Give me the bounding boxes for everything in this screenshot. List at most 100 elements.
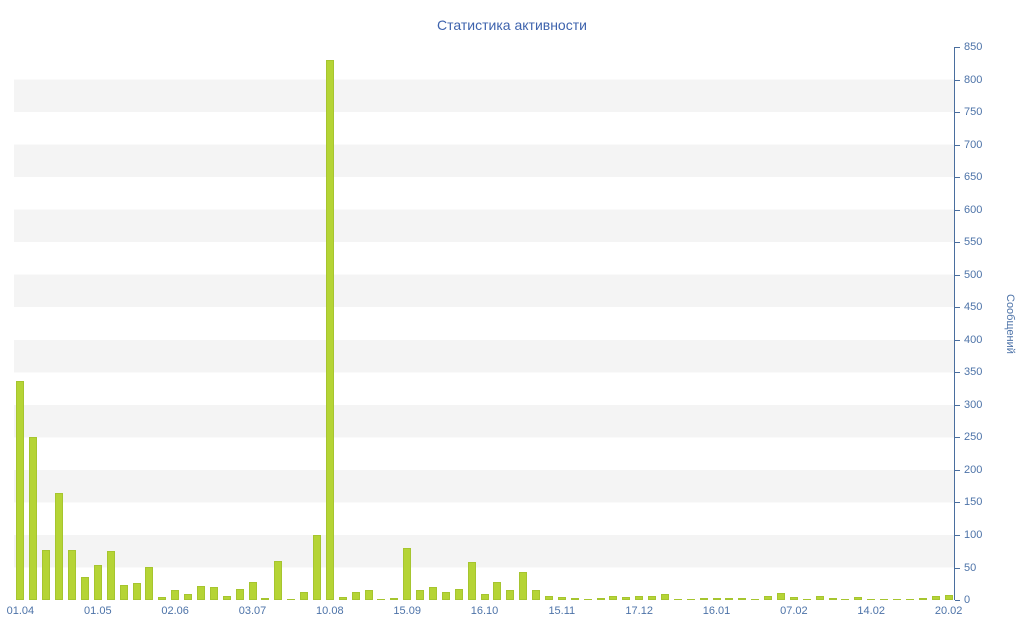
y-tick-label: 850 [964,41,983,53]
bar [235,588,244,600]
bar [300,592,308,600]
bar [287,598,296,600]
bar [635,596,644,600]
bar [106,551,115,600]
bar [16,380,25,600]
bar [222,596,231,600]
bar [944,594,953,600]
y-tick-label: 550 [964,236,983,249]
bar [325,60,334,600]
x-axis: 01.04 01.05 02.06 03.07 10.08 15.09 16.10 15.11… [7,605,963,623]
bar [686,598,695,600]
bar [493,581,502,600]
bar [802,598,811,600]
y-tick-label: 450 [964,301,983,314]
bar [184,594,192,600]
bar [596,598,605,600]
y-tick-mark [955,79,960,81]
bar [274,561,283,600]
x-tick-label: 16.10 [470,605,499,617]
bar [158,596,167,600]
x-tick-label: 03.07 [238,605,267,617]
y-tick-mark [955,242,960,244]
x-tick-label: 16.01 [702,605,731,617]
y-tick-label: 350 [964,366,983,379]
x-tick-label: 01.04 [6,605,35,617]
y-tick-label: 500 [964,268,983,281]
y-tick-mark [955,600,960,601]
bar [893,598,901,600]
y-tick-mark [955,567,960,569]
bar [609,596,618,600]
y-tick-mark [955,112,960,114]
bar [661,594,669,600]
bar [312,534,321,600]
bar [867,598,876,600]
y-tick-mark [955,209,960,211]
bar [712,598,721,600]
bar [841,598,850,600]
bar [519,572,528,600]
bar [918,598,927,600]
bar [377,598,386,600]
chart-title: Статистика активности [437,17,587,33]
bar [854,596,863,600]
y-tick-mark [955,534,960,536]
y-tick-label: 700 [964,138,983,151]
bar [931,596,940,600]
bar [42,549,51,600]
y-tick-label: 300 [964,398,983,411]
y-tick-mark [955,339,960,341]
plot-area [14,47,955,600]
y-tick-label: 750 [964,106,983,119]
y-tick-label: 200 [964,463,983,476]
y-tick-mark [955,307,960,309]
bar [29,437,38,600]
bar [583,598,592,600]
bar [789,596,798,600]
bar [338,596,347,600]
y-tick-label: 100 [964,528,983,541]
y-tick-mark [955,177,960,179]
bar [416,590,424,600]
bar [570,598,579,600]
bar [390,598,399,600]
y-tick-mark [955,47,960,48]
x-tick-label: 10.08 [316,605,344,617]
bar [480,594,489,600]
bar [209,587,218,600]
bar [648,596,657,600]
bar [751,598,760,600]
bar [261,598,270,600]
y-tick-mark [955,437,960,439]
bar [880,598,889,600]
bar [557,596,566,600]
bar [454,588,463,600]
y-tick-mark [955,372,960,374]
y-tick-label: 800 [964,73,983,86]
bar [364,590,373,600]
bar [725,598,734,600]
x-tick-label: 01.05 [84,605,112,617]
bar [93,564,102,600]
bar [622,597,631,600]
y-tick-label: 50 [964,561,977,574]
bar [351,592,360,600]
bar [248,581,257,600]
x-tick-label: 14.02 [857,605,885,617]
bar [545,596,553,600]
bar [699,598,708,600]
bar [55,492,64,600]
y-tick-mark [955,502,960,504]
bar [68,549,76,600]
x-tick-label: 15.09 [393,605,421,617]
bar [171,590,180,600]
bar [532,590,541,600]
bar [506,590,515,600]
bar [905,598,914,600]
bar [145,566,154,600]
x-tick-label: 15.11 [548,605,576,617]
bar [467,562,476,600]
bar [441,592,450,600]
